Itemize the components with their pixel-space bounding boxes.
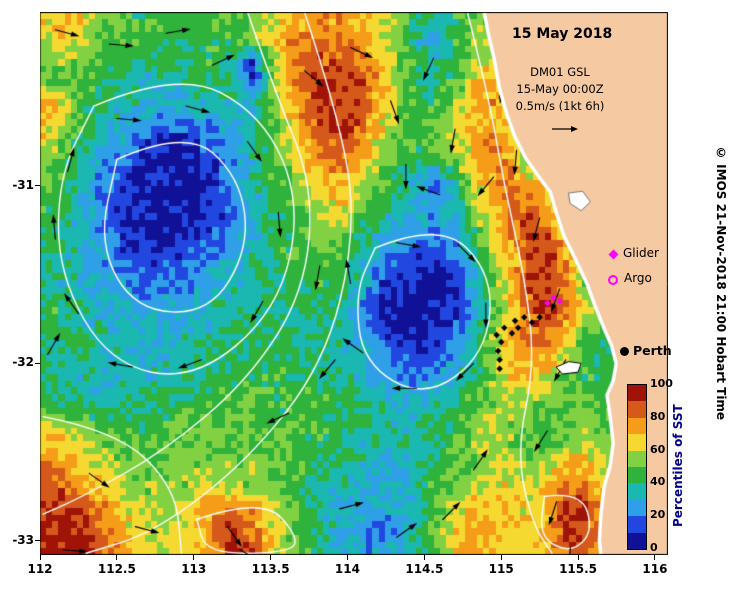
- y-axis-label: -33: [12, 532, 34, 547]
- colorbar-segment: [628, 434, 646, 451]
- x-axis-label: 114.5: [405, 562, 444, 576]
- x-axis-tick: [423, 555, 425, 560]
- deployment-info-block: DM01 GSL 15-May 00:00Z 0.5m/s (1kt 6h): [500, 64, 620, 115]
- colorbar-tick-label: 20: [650, 508, 666, 522]
- colorbar-segment: [628, 385, 646, 402]
- x-axis-tick: [270, 555, 272, 560]
- x-axis-label: 115.5: [559, 562, 598, 576]
- argo-legend-label: Argo: [624, 271, 652, 285]
- y-axis-label: -31: [12, 177, 34, 192]
- colorbar-segment: [628, 417, 646, 435]
- x-axis-label: 112: [27, 562, 53, 576]
- colorbar-segment: [628, 483, 646, 500]
- colorbar-segment: [628, 467, 646, 484]
- x-axis-tick: [577, 555, 579, 560]
- velocity-scale-arrow-icon: [550, 119, 580, 138]
- colorbar-tick-label: 40: [650, 475, 666, 489]
- glider-legend-label: Glider: [623, 246, 659, 260]
- deployment-id-label: DM01 GSL: [530, 65, 590, 79]
- colorbar-ticks: 100 80 60 40 20 0: [650, 377, 680, 554]
- colorbar-axis-label: Percentiles of SST: [671, 404, 685, 528]
- x-axis-tick: [654, 555, 656, 560]
- colorbar-tick-label: 60: [650, 442, 666, 456]
- timestamp-label: 15-May 00:00Z: [516, 82, 604, 96]
- colorbar-segment: [628, 450, 646, 468]
- perth-city-label: Perth: [633, 343, 672, 358]
- colorbar: [627, 384, 647, 550]
- y-axis-label: -32: [12, 355, 34, 370]
- colorbar-segment: [628, 516, 646, 533]
- perth-city-dot: [620, 347, 629, 356]
- x-axis-label: 113.5: [251, 562, 290, 576]
- argo-legend-circle-icon: [608, 275, 618, 285]
- x-axis-tick: [193, 555, 195, 560]
- copyright-watermark: © IMOS 21-Nov-2018 21:00 Hobart Time: [714, 146, 728, 421]
- y-axis-tick: [35, 362, 40, 364]
- x-axis-tick: [500, 555, 502, 560]
- x-axis-label: 112.5: [97, 562, 136, 576]
- y-axis-tick: [35, 540, 40, 542]
- sst-map-canvas: [40, 12, 668, 555]
- colorbar-tick-label: 100: [650, 377, 673, 390]
- x-axis-label: 116: [642, 562, 668, 576]
- colorbar-tick-label: 80: [650, 409, 666, 423]
- x-axis-label: 115: [488, 562, 514, 576]
- x-axis-tick: [116, 555, 118, 560]
- x-axis-tick: [39, 555, 41, 560]
- x-axis-tick: [346, 555, 348, 560]
- date-label: 15 May 2018: [512, 26, 613, 42]
- x-axis-label: 113: [181, 562, 207, 576]
- colorbar-segment: [628, 532, 646, 550]
- colorbar-segment: [628, 499, 646, 517]
- x-axis-label: 114: [334, 562, 360, 576]
- y-axis-tick: [35, 185, 40, 187]
- colorbar-segment: [628, 401, 646, 418]
- colorbar-tick-label: 0: [650, 541, 658, 554]
- velocity-scale-label: 0.5m/s (1kt 6h): [515, 99, 605, 113]
